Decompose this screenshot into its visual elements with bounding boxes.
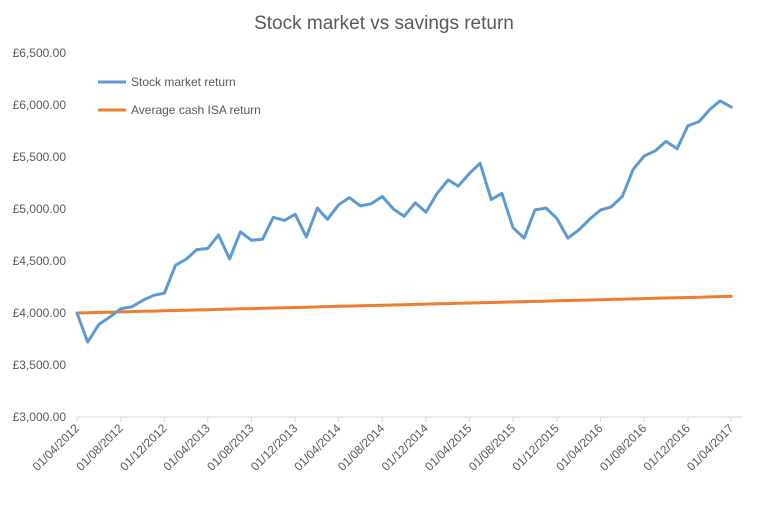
y-tick-label: £3,500.00 [13, 358, 67, 372]
x-axis: 01/04/201201/08/201201/12/201201/04/2013… [30, 416, 742, 474]
y-tick-label: £4,500.00 [13, 254, 67, 268]
legend: Stock market return Average cash ISA ret… [98, 75, 261, 117]
y-tick-label: £5,500.00 [13, 150, 67, 164]
y-tick-label: £4,000.00 [13, 306, 67, 320]
series-layer [75, 99, 733, 344]
y-tick-label: £5,000.00 [13, 202, 67, 216]
legend-label-average-cash-isa-return: Average cash ISA return [131, 103, 261, 117]
chart-title: Stock market vs savings return [254, 13, 514, 34]
y-tick-label: £6,500.00 [13, 46, 67, 60]
y-axis: £3,000.00 £3,500.00 £4,000.00 £4,500.00 £5,0… [13, 46, 67, 424]
y-tick-label: £3,000.00 [13, 410, 67, 424]
series-line-average-cash-isa-return [75, 294, 733, 315]
x-tick-label: 01/04/2017 [684, 421, 737, 474]
y-tick-label: £6,000.00 [13, 98, 67, 112]
legend-label-stock-market-return: Stock market return [131, 75, 236, 89]
series-line-stock-market-return [75, 99, 733, 344]
